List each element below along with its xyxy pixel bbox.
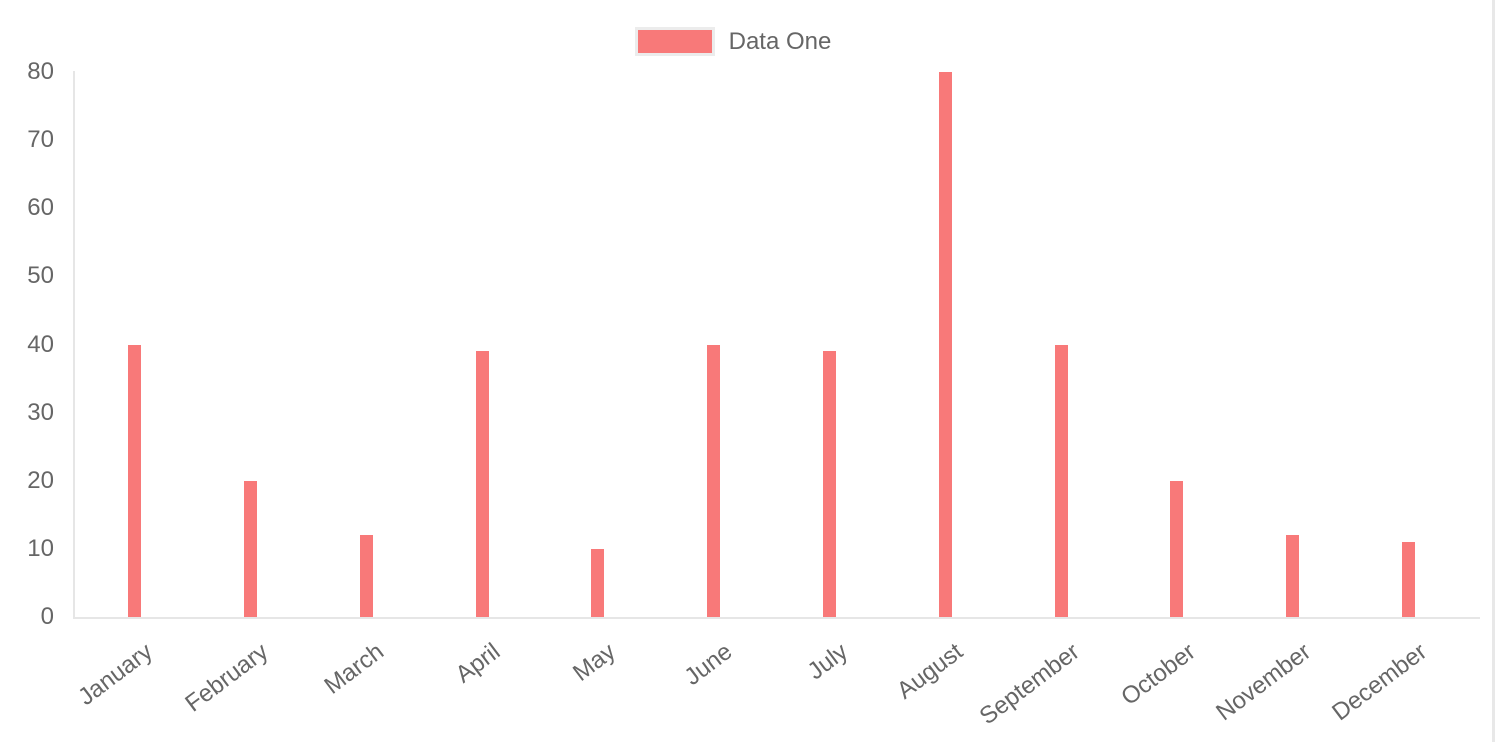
x-axis-label-text: April [450, 638, 506, 689]
x-axis-line [73, 617, 1480, 619]
x-axis-label-text: January [73, 638, 158, 711]
y-axis-tick-label-20: 20 [27, 466, 54, 494]
bar-september[interactable] [1054, 344, 1068, 617]
bar-october[interactable] [1170, 480, 1184, 618]
legend-item-data-one[interactable]: Data One [634, 27, 832, 56]
bar-february[interactable] [243, 480, 257, 618]
x-axis-label-text: September [974, 638, 1085, 731]
x-axis-label-text: March [319, 638, 390, 700]
bar-november[interactable] [1286, 535, 1300, 618]
bar-june[interactable] [707, 344, 721, 617]
bar-august[interactable] [938, 72, 952, 617]
y-axis-tick-label-0: 0 [40, 603, 54, 630]
x-axis-label-text: August [892, 638, 969, 705]
y-axis-tick-label-60: 60 [27, 194, 54, 222]
y-axis-tick-label-40: 40 [27, 330, 54, 358]
x-axis-label-text: October [1115, 638, 1201, 711]
x-axis-label-text: November [1211, 638, 1316, 727]
x-axis-label-text: February [180, 638, 274, 718]
bar-may[interactable] [591, 548, 605, 617]
bar-january[interactable] [128, 344, 141, 617]
page-right-border [1492, 0, 1495, 742]
bar-december[interactable] [1402, 542, 1415, 617]
legend-color-swatch [634, 27, 715, 56]
bar-april[interactable] [475, 351, 489, 617]
x-axis-label-text: July [802, 638, 853, 686]
x-axis-label-text: June [679, 638, 737, 691]
y-axis-line [73, 71, 75, 619]
bar-march[interactable] [359, 535, 373, 618]
y-axis-tick-label-50: 50 [27, 262, 54, 290]
y-axis-tick-label-70: 70 [27, 126, 54, 154]
x-axis-label-text: May [568, 638, 622, 687]
x-axis-label-text: December [1327, 638, 1432, 727]
y-axis-tick-label-30: 30 [27, 398, 54, 426]
legend-label: Data One [728, 28, 832, 55]
y-axis-tick-label-10: 10 [27, 534, 54, 562]
chart-legend: Data One [0, 27, 1466, 56]
bar-july[interactable] [822, 351, 836, 617]
y-axis-tick-label-80: 80 [27, 58, 54, 85]
